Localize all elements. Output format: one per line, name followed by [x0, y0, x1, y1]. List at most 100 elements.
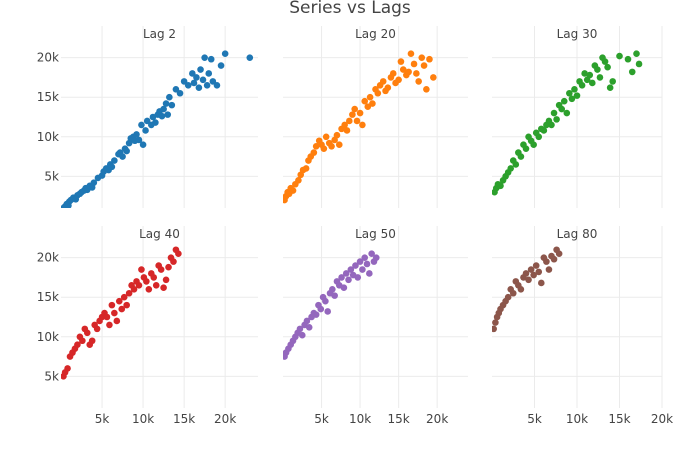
scatter-point	[135, 282, 143, 289]
scatter-point	[333, 131, 341, 139]
scatter-point	[558, 105, 565, 113]
scatter-point	[79, 337, 86, 345]
gridlines	[492, 226, 663, 408]
scatter-point	[335, 141, 343, 148]
scatter-point	[553, 116, 560, 123]
scatter-point	[193, 74, 200, 81]
scatter-point	[545, 266, 553, 273]
facet-label: Lag 50	[355, 227, 396, 241]
chart-title: Series vs Lags	[289, 0, 411, 18]
scatter-point	[550, 255, 558, 263]
scatter-point	[624, 55, 632, 63]
scatter-point	[418, 54, 426, 61]
scatter-point	[118, 305, 126, 313]
scatter-point	[581, 70, 588, 77]
scatter-series	[61, 50, 254, 208]
scatter-point	[305, 323, 313, 331]
scatter-point	[340, 284, 348, 292]
scatter-point	[399, 66, 407, 73]
scatter-point	[138, 121, 145, 129]
scatter-point	[345, 276, 352, 284]
scatter-point	[366, 270, 373, 277]
scatter-series	[283, 250, 380, 360]
y-tick-label: 5k	[44, 169, 59, 183]
scatter-point	[492, 325, 497, 333]
scatter-point	[119, 153, 126, 160]
scatter-point	[103, 313, 111, 321]
scatter-point	[90, 179, 98, 186]
scatter-point	[328, 142, 335, 150]
scatter-point	[410, 60, 418, 68]
scatter-point	[364, 103, 372, 111]
scatter-point	[111, 309, 118, 317]
scatter-point	[324, 308, 332, 315]
scatter-point	[195, 84, 203, 92]
scatter-point	[322, 297, 329, 305]
scatter-point	[320, 145, 328, 152]
scatter-point	[527, 266, 535, 273]
scatter-point	[310, 149, 318, 156]
scatter-point	[426, 55, 433, 63]
scatter-point	[361, 97, 369, 105]
scatter-point	[130, 286, 138, 293]
scatter-point	[341, 121, 348, 129]
scatter-point	[203, 82, 211, 89]
scatter-series	[61, 246, 182, 380]
facet-panel: Lag 30	[492, 26, 663, 208]
scatter-point	[560, 97, 568, 105]
facet-panel: Lag 50 5k 10k 15k 20k	[283, 226, 468, 426]
scatter-point	[289, 187, 297, 194]
scatter-point	[353, 117, 361, 125]
scatter-point	[384, 84, 392, 92]
x-tick-label: 15k	[388, 412, 410, 426]
scatter-point	[517, 286, 525, 293]
scatter-point	[616, 52, 623, 60]
scatter-point	[83, 329, 91, 337]
scatter-point	[397, 58, 405, 65]
scatter-point	[548, 121, 555, 129]
x-tick-label: 20k	[214, 412, 236, 426]
facet-label: Lag 2	[143, 27, 176, 41]
scatter-point	[338, 274, 345, 281]
scatter-point	[633, 50, 640, 57]
scatter-point	[492, 319, 499, 326]
scatter-point	[135, 136, 143, 144]
scatter-point	[352, 262, 359, 269]
scatter-point	[423, 86, 430, 93]
facet-label: Lag 30	[557, 27, 598, 41]
scatter-point	[522, 145, 530, 152]
scatter-point	[347, 266, 355, 273]
scatter-point	[369, 100, 376, 107]
scatter-point	[64, 365, 71, 372]
x-tick-label: 15k	[173, 412, 195, 426]
scatter-point	[303, 317, 311, 325]
facet-panels: Lag 2 5k 10k 15k 20k Lag 20 Lag 30 Lag 40 5k 10k 1…	[37, 26, 673, 426]
scatter-point	[543, 258, 550, 265]
scatter-point	[143, 278, 150, 285]
scatter-point	[550, 109, 558, 117]
scatter-point	[504, 293, 512, 301]
scatter-point	[497, 182, 504, 190]
scatter-point	[111, 157, 118, 164]
scatter-point	[395, 76, 402, 84]
scatter-point	[517, 153, 525, 160]
x-tick-label: 20k	[651, 412, 673, 426]
scatter-point	[343, 127, 351, 134]
y-tick-label: 15k	[37, 90, 59, 104]
scatter-point	[298, 331, 306, 339]
scatter-point	[157, 266, 165, 273]
facet-label: Lag 20	[355, 27, 396, 41]
scatter-point	[573, 92, 581, 99]
scatter-point	[120, 293, 128, 301]
scatter-point	[197, 66, 204, 73]
scatter-point	[162, 276, 170, 284]
scatter-point	[571, 86, 578, 93]
scatter-point	[361, 254, 369, 261]
scatter-point	[113, 317, 121, 325]
scatter-point	[596, 74, 604, 81]
scatter-point	[363, 260, 371, 268]
y-tick-label: 20k	[37, 51, 59, 65]
scatter-point	[217, 62, 225, 69]
facet-panel: Lag 20	[283, 26, 468, 208]
